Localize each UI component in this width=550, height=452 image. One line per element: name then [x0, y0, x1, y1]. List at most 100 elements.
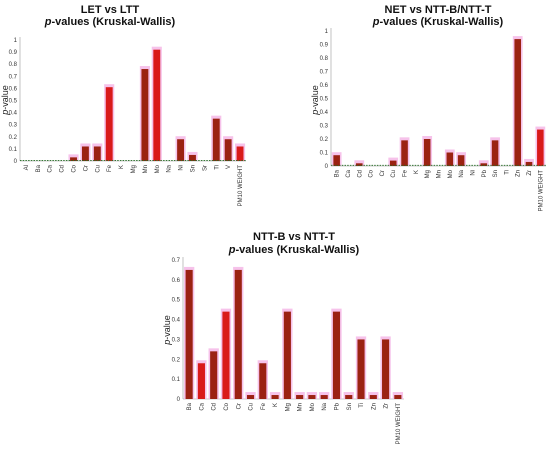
bar-Zr	[525, 161, 533, 166]
x-tick-label: Na	[167, 164, 173, 172]
y-axis-label: p-value	[0, 85, 10, 116]
x-tick-label: Mo	[448, 169, 454, 178]
bar-Mo	[308, 395, 316, 399]
x-tick-label: Co	[72, 164, 78, 172]
subtitle-italic-part: p	[228, 244, 236, 256]
bar-Ba	[333, 155, 340, 166]
bar-Mn	[141, 69, 149, 161]
x-tick-label: Cu	[391, 170, 397, 178]
chart-title: NTT-B vs NTT-T	[253, 231, 335, 243]
y-axis-label: p-value	[162, 315, 172, 346]
x-tick-label: V	[226, 165, 232, 169]
bar-Zn	[369, 395, 377, 399]
x-tick-label: Co	[369, 169, 375, 177]
y-tick-label: 0.4	[172, 318, 181, 324]
y-tick-label: 0.5	[9, 99, 18, 105]
bar-Cr	[81, 146, 89, 161]
y-tick-label: 0.1	[9, 147, 18, 153]
x-tick-label: Pb	[334, 402, 340, 410]
bar-Ti	[212, 118, 220, 161]
y-tick-label: 0.9	[320, 43, 329, 49]
x-tick-label: Mg	[131, 165, 137, 173]
x-tick-label: Na	[322, 402, 328, 410]
bar-Cd	[210, 351, 218, 399]
x-tick-label: Cd	[357, 170, 363, 178]
x-tick-label: Mn	[143, 165, 149, 173]
x-tick-label: Cr	[83, 165, 89, 171]
y-tick-label: 0.7	[172, 258, 181, 264]
x-tick-label: Mo	[310, 402, 316, 411]
y-axis-label: p-value	[310, 85, 320, 116]
x-tick-label: Cu	[95, 165, 101, 173]
x-tick-label: Zn	[371, 403, 377, 410]
chart-subtitle: p-values (Kruskal-Wallis)	[372, 16, 504, 28]
y-tick-label: 0.5	[172, 298, 181, 304]
bar-Na	[320, 395, 328, 399]
y-tick-label: 0	[325, 164, 329, 170]
x-tick-label: Ba	[187, 402, 193, 410]
bar-Zr	[382, 339, 390, 399]
bar-Zn	[514, 39, 521, 166]
x-tick-label: Cr	[380, 170, 386, 176]
bar-glow-Pb	[478, 160, 489, 166]
x-tick-label: Cr	[236, 403, 242, 409]
x-tick-label: Ca	[346, 169, 352, 177]
y-tick-label: 0.8	[320, 56, 329, 62]
y-axis-label-rest: -value	[0, 85, 10, 110]
y-tick-label: 0.6	[9, 86, 18, 92]
x-tick-label: Mn	[437, 170, 443, 178]
x-tick-label: Mo	[155, 164, 161, 173]
chart-3: NTT-B vs NTT-Tp-values (Kruskal-Wallis)p…	[162, 231, 404, 444]
x-tick-label: K	[273, 403, 279, 407]
bar-Mo	[446, 152, 454, 166]
y-tick-label: 0	[14, 159, 18, 165]
bar-Pb	[480, 163, 488, 166]
y-tick-label: 0.4	[320, 110, 329, 116]
x-tick-label: Cu	[249, 403, 255, 411]
x-tick-label: Cd	[212, 403, 218, 411]
chart-title: LET vs LTT	[81, 4, 140, 16]
x-tick-label: Co	[224, 402, 230, 410]
x-tick-label: Ti	[504, 170, 510, 175]
bar-Mn	[296, 395, 304, 399]
x-tick-label: Sr	[202, 165, 208, 171]
bar-PM10 WEIGHT	[537, 129, 544, 166]
bar-Co	[222, 311, 230, 399]
bar-Sn	[491, 140, 499, 166]
x-tick-label: Ca	[48, 164, 54, 172]
bar-Fe	[105, 87, 113, 161]
y-tick-label: 0.6	[172, 278, 181, 284]
x-tick-label: Mg	[285, 403, 291, 411]
x-tick-label: PM10 WEIGHT	[238, 165, 244, 207]
bar-Ca	[197, 363, 205, 399]
y-tick-label: 0.4	[9, 111, 18, 117]
bar-V	[224, 139, 232, 161]
y-tick-label: 0.1	[172, 377, 181, 383]
y-tick-label: 0.7	[9, 74, 18, 80]
x-tick-label: Ba	[36, 164, 42, 172]
x-tick-label: Mg	[425, 170, 431, 178]
bar-Mo	[153, 49, 161, 161]
x-tick-label: Mn	[298, 403, 304, 411]
x-tick-label: Fe	[261, 402, 267, 410]
bar-glow-Cd	[354, 160, 365, 166]
bar-Cu	[93, 146, 101, 161]
x-tick-label: Ti	[214, 165, 220, 170]
bar-Pb	[332, 311, 341, 399]
y-axis-label-italic: p	[310, 110, 320, 116]
bar-Cd	[356, 163, 363, 166]
x-tick-label: Fe	[403, 169, 409, 177]
y-tick-label: 0.5	[320, 97, 329, 103]
x-tick-label: Ba	[335, 169, 341, 177]
x-tick-label: Ca	[199, 402, 205, 410]
x-tick-label: Na	[459, 169, 465, 177]
subtitle-italic-part: p	[372, 16, 380, 28]
y-tick-label: 0.6	[320, 83, 329, 89]
x-tick-label: Ni	[470, 170, 476, 176]
chart-title: NET vs NTT-B/NTT-T	[385, 4, 492, 16]
x-tick-label: Al	[24, 165, 30, 170]
x-tick-label: PM10 WEIGHT	[396, 403, 402, 445]
y-axis-label-rest: -value	[162, 315, 172, 340]
y-tick-label: 0	[177, 397, 181, 403]
